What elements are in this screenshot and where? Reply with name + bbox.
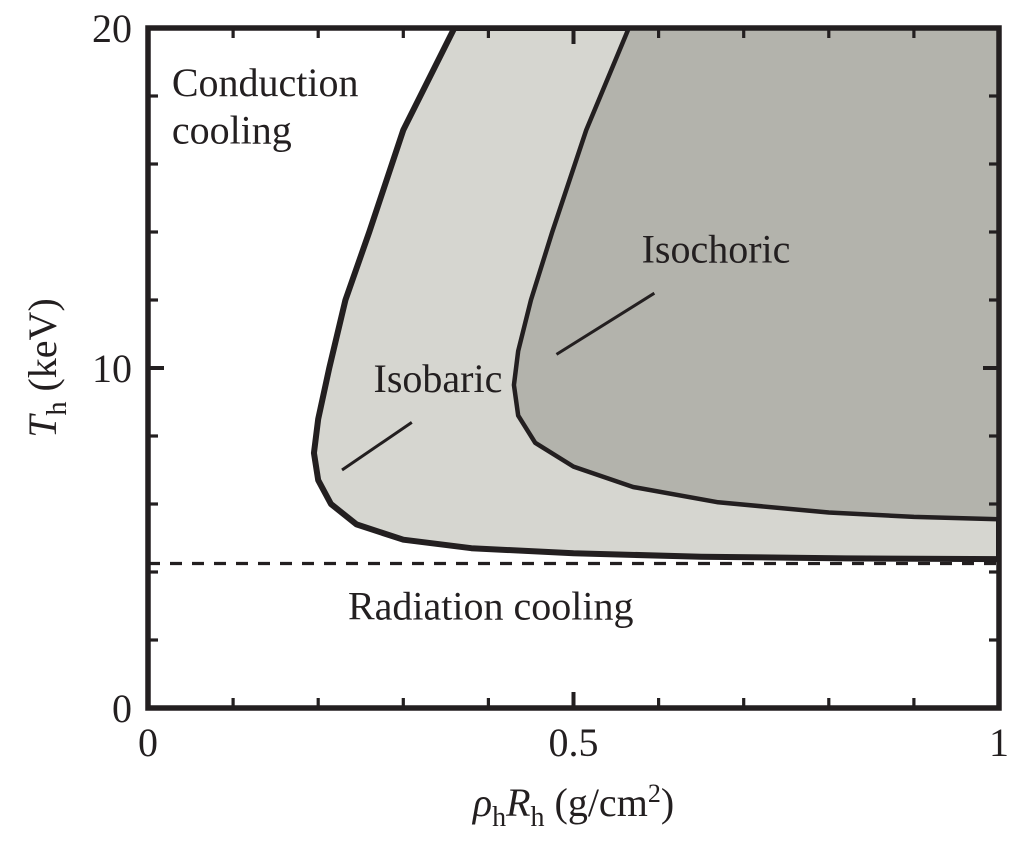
conduction-label: Conduction: [172, 60, 359, 105]
x-tick-label: 0: [138, 720, 158, 765]
cooling-label-top: cooling: [172, 108, 292, 153]
radiation-label: Radiation cooling: [348, 584, 634, 629]
x-tick-label: 0.5: [549, 720, 599, 765]
y-tick-label: 10: [92, 346, 132, 391]
isochoric-label: Isochoric: [642, 227, 791, 272]
isobaric-label: Isobaric: [374, 356, 503, 401]
x-tick-label: 1: [989, 720, 1009, 765]
y-tick-label: 20: [92, 6, 132, 51]
ignition-regime-chart: Conductioncooling Isochoric Isobaric Radiat…: [0, 0, 1024, 849]
y-tick-label: 0: [112, 686, 132, 731]
